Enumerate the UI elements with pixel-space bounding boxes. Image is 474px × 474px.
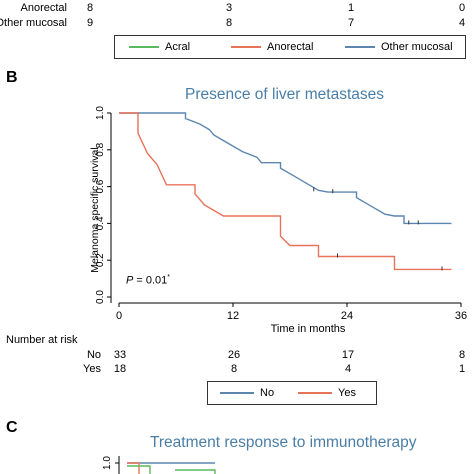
legend-a: Acral Anorectal Other mucosal — [114, 35, 466, 59]
legend-label: Acral — [165, 41, 191, 53]
risk-value: 17 — [341, 349, 355, 361]
risk-value: 8 — [86, 2, 94, 14]
legend-item-acral: Acral — [129, 36, 190, 58]
panel-c-title: Treatment response to immunotherapy — [150, 434, 417, 451]
risk-value: 8 — [230, 363, 238, 375]
p-value: = 0.01 — [136, 274, 168, 287]
risk-value: 7 — [347, 17, 355, 29]
p-value-annotation: P = 0.01* — [126, 272, 170, 287]
risk-value: 4 — [344, 363, 352, 375]
risk-value: 18 — [113, 363, 127, 375]
panel-c-line-acral — [127, 465, 151, 474]
risk-label-yes: Yes — [83, 363, 101, 375]
risk-value: 4 — [458, 17, 466, 29]
risk-label-other-mucosal: Other mucosal — [0, 17, 67, 29]
panel-letter-b: B — [6, 69, 18, 86]
panel-letter-c: C — [6, 419, 18, 436]
x-tick-label: 12 — [227, 310, 239, 322]
legend-swatch-other-mucosal — [345, 46, 375, 48]
series-line-no — [119, 112, 452, 225]
risk-value: 0 — [458, 2, 466, 14]
risk-table-title: Number at risk — [6, 334, 78, 346]
risk-value: 26 — [227, 349, 241, 361]
x-tick-label: 24 — [341, 310, 353, 322]
y-tick-label: 0.2 — [95, 253, 106, 267]
risk-value: 1 — [458, 363, 466, 375]
risk-value: 8 — [225, 17, 233, 29]
p-label: P — [126, 274, 134, 287]
series-line-yes — [119, 112, 452, 271]
risk-value: 9 — [86, 17, 94, 29]
risk-label-anorectal: Anorectal — [20, 2, 67, 14]
panel-c-line-acral-2 — [175, 469, 216, 474]
legend-swatch-no — [220, 392, 254, 394]
y-axis-label: Melanoma specific survival — [89, 147, 101, 272]
legend-swatch-anorectal — [231, 46, 261, 48]
legend-item-no: No — [220, 382, 274, 404]
y-tick-label: 0.0 — [95, 290, 106, 304]
risk-value: 3 — [225, 2, 233, 14]
x-axis-label: Time in months — [271, 323, 346, 335]
legend-label: Anorectal — [267, 41, 314, 53]
x-tick-label: 0 — [116, 310, 122, 322]
risk-label-no: No — [86, 349, 101, 361]
legend-label: Other mucosal — [381, 41, 453, 53]
p-mark: * — [167, 274, 171, 281]
x-tick-label: 36 — [455, 310, 467, 322]
legend-swatch-acral — [129, 46, 159, 48]
panel-c-line-anorectal — [127, 462, 140, 474]
panel-c-y-tick-label: 1.0 — [102, 456, 113, 470]
risk-value: 8 — [458, 349, 466, 361]
legend-item-yes: Yes — [298, 382, 356, 404]
chart-title: Presence of liver metastases — [185, 86, 385, 103]
y-tick-label: 0.8 — [95, 142, 106, 156]
legend-item-other-mucosal: Other mucosal — [345, 36, 453, 58]
legend-label: No — [260, 387, 275, 399]
legend-label: Yes — [338, 387, 356, 399]
y-tick-label: 0.6 — [95, 179, 106, 193]
legend-b: No Yes — [207, 381, 377, 405]
legend-swatch-yes — [298, 392, 332, 394]
legend-item-anorectal: Anorectal — [231, 36, 313, 58]
y-tick-label: 1.0 — [95, 106, 106, 120]
y-tick-label: 0.4 — [95, 216, 106, 230]
risk-value: 1 — [347, 2, 355, 14]
risk-value: 33 — [113, 349, 127, 361]
